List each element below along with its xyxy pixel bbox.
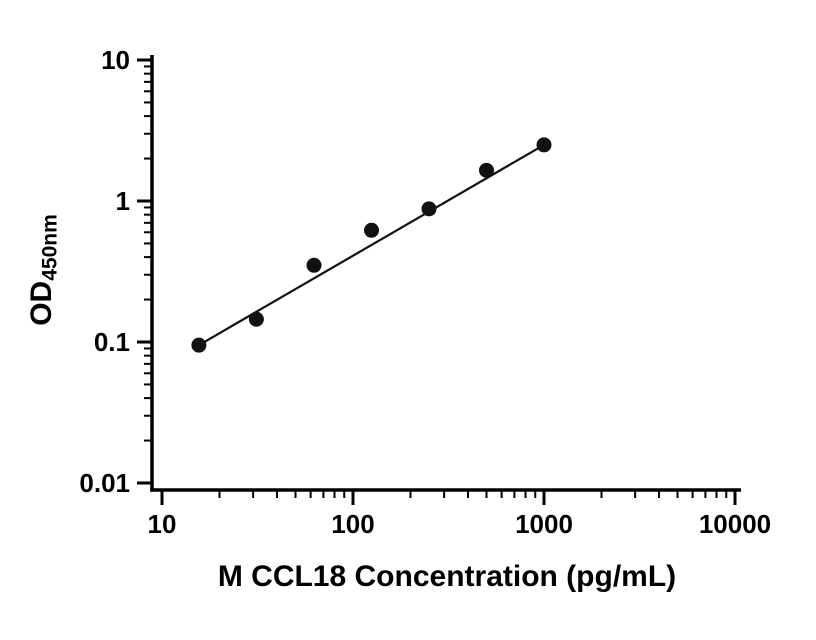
y-tick-label: 0.01 — [79, 468, 130, 498]
x-axis-title: M CCL18 Concentration (pg/mL) — [217, 560, 677, 593]
y-axis-title-main: OD — [25, 280, 58, 326]
data-point — [306, 257, 322, 273]
y-tick-label: 0.1 — [94, 327, 130, 357]
x-tick-label: 1000 — [515, 509, 573, 539]
y-tick-label: 1 — [116, 186, 130, 216]
data-point — [536, 137, 552, 153]
x-tick-label: 10 — [148, 509, 177, 539]
data-point — [364, 222, 380, 238]
data-point — [248, 311, 264, 327]
data-point — [479, 162, 495, 178]
x-tick-label: 100 — [331, 509, 374, 539]
x-tick-label: 10000 — [699, 509, 771, 539]
data-point — [421, 201, 437, 217]
y-axis-title: OD450nm — [24, 140, 62, 400]
data-point — [191, 337, 207, 353]
y-axis-title-sub: 450nm — [38, 214, 62, 281]
y-tick-label: 10 — [101, 45, 130, 75]
